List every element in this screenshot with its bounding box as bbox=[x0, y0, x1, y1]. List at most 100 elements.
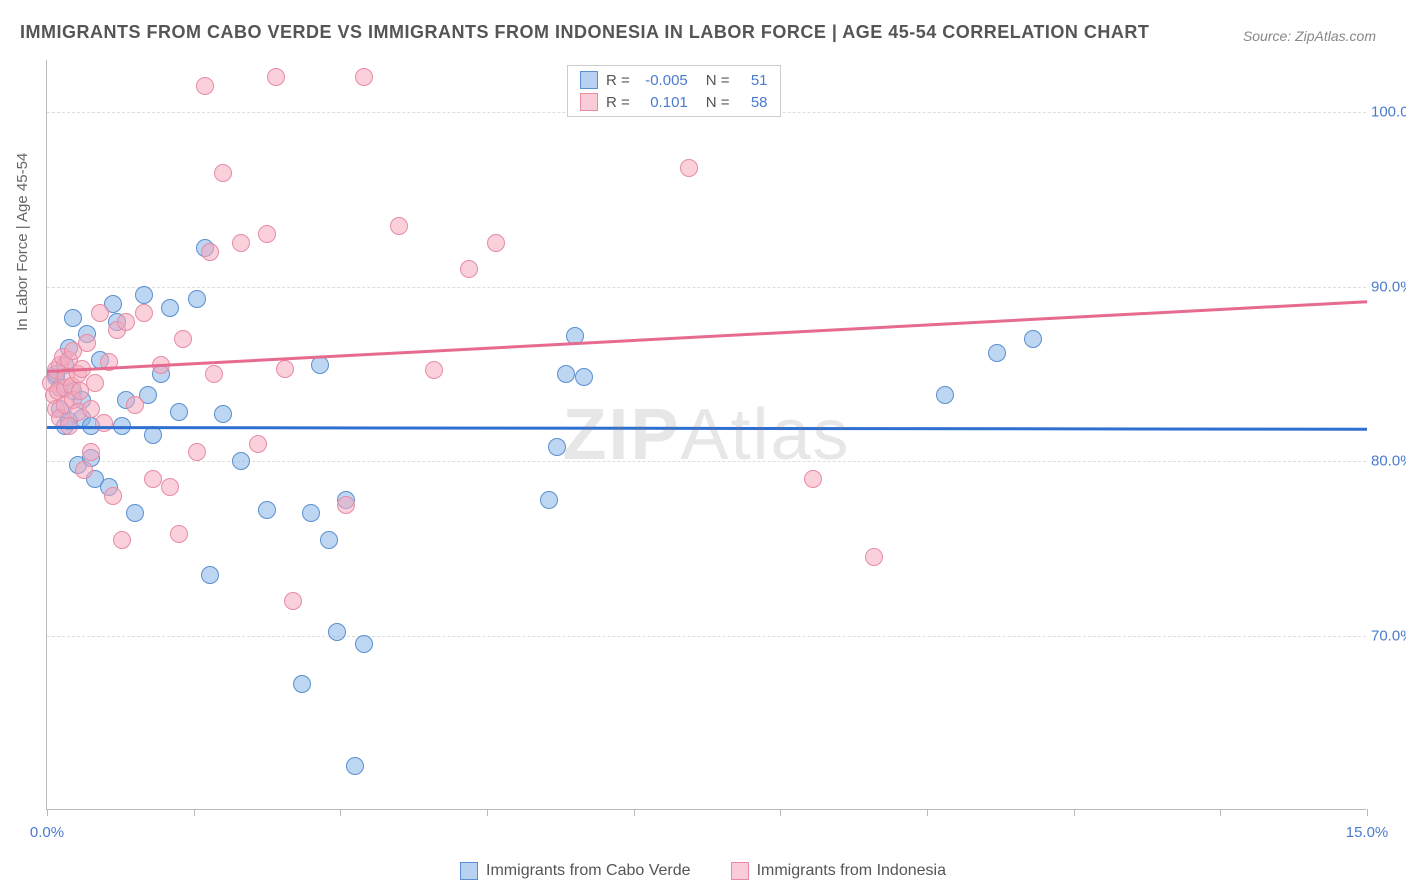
data-point bbox=[355, 635, 373, 653]
r-label: R = bbox=[606, 72, 630, 89]
data-point bbox=[540, 491, 558, 509]
trend-line bbox=[47, 426, 1367, 430]
data-point bbox=[126, 504, 144, 522]
data-point bbox=[328, 623, 346, 641]
x-tick bbox=[634, 809, 635, 816]
plot-area: ZIPAtlas R =-0.005N =51R =0.101N =58 70.… bbox=[46, 60, 1366, 810]
data-point bbox=[113, 531, 131, 549]
data-point bbox=[82, 443, 100, 461]
correlation-legend: R = -0.005 N = 51 R = 0.101 N = 58 bbox=[567, 65, 781, 117]
data-point bbox=[258, 501, 276, 519]
data-point bbox=[170, 525, 188, 543]
data-point bbox=[460, 260, 478, 278]
legend-swatch bbox=[731, 862, 749, 880]
watermark: ZIPAtlas bbox=[562, 394, 850, 476]
r-value: -0.005 bbox=[638, 72, 688, 89]
gridline bbox=[47, 287, 1366, 288]
data-point bbox=[78, 334, 96, 352]
legend-row: R = -0.005 N = 51 bbox=[568, 69, 780, 91]
data-point bbox=[95, 414, 113, 432]
legend-swatch bbox=[460, 862, 478, 880]
x-tick-label: 15.0% bbox=[1346, 824, 1389, 841]
data-point bbox=[302, 504, 320, 522]
x-tick bbox=[927, 809, 928, 816]
y-tick-label: 70.0% bbox=[1371, 627, 1406, 644]
data-point bbox=[232, 234, 250, 252]
x-tick bbox=[340, 809, 341, 816]
data-point bbox=[258, 225, 276, 243]
r-value: 0.101 bbox=[638, 94, 688, 111]
data-point bbox=[205, 365, 223, 383]
gridline bbox=[47, 636, 1366, 637]
data-point bbox=[936, 386, 954, 404]
data-point bbox=[161, 299, 179, 317]
data-point bbox=[390, 217, 408, 235]
trend-line bbox=[47, 301, 1367, 373]
legend-row: R = 0.101 N = 58 bbox=[568, 91, 780, 113]
data-point bbox=[214, 405, 232, 423]
watermark-bold: ZIP bbox=[562, 395, 680, 475]
data-point bbox=[196, 77, 214, 95]
data-point bbox=[804, 470, 822, 488]
data-point bbox=[104, 487, 122, 505]
y-tick-label: 90.0% bbox=[1371, 278, 1406, 295]
data-point bbox=[249, 435, 267, 453]
x-tick bbox=[1074, 809, 1075, 816]
x-tick bbox=[487, 809, 488, 816]
data-point bbox=[311, 356, 329, 374]
data-point bbox=[346, 757, 364, 775]
data-point bbox=[161, 478, 179, 496]
data-point bbox=[126, 396, 144, 414]
watermark-light: Atlas bbox=[680, 395, 850, 475]
n-value: 51 bbox=[738, 72, 768, 89]
data-point bbox=[548, 438, 566, 456]
y-axis-label: In Labor Force | Age 45-54 bbox=[14, 153, 31, 331]
data-point bbox=[201, 566, 219, 584]
source-attribution: Source: ZipAtlas.com bbox=[1243, 28, 1376, 44]
n-label: N = bbox=[706, 94, 730, 111]
data-point bbox=[75, 461, 93, 479]
data-point bbox=[865, 548, 883, 566]
legend-item: Immigrants from Indonesia bbox=[731, 862, 946, 880]
x-tick bbox=[1367, 809, 1368, 816]
data-point bbox=[170, 403, 188, 421]
x-tick bbox=[780, 809, 781, 816]
data-point bbox=[135, 304, 153, 322]
data-point bbox=[557, 365, 575, 383]
data-point bbox=[135, 286, 153, 304]
x-tick bbox=[1220, 809, 1221, 816]
data-point bbox=[680, 159, 698, 177]
data-point bbox=[320, 531, 338, 549]
data-point bbox=[201, 243, 219, 261]
legend-swatch bbox=[580, 71, 598, 89]
data-point bbox=[355, 68, 373, 86]
x-tick-label: 0.0% bbox=[30, 824, 64, 841]
data-point bbox=[188, 443, 206, 461]
x-tick bbox=[47, 809, 48, 816]
series-legend: Immigrants from Cabo Verde Immigrants fro… bbox=[0, 862, 1406, 880]
data-point bbox=[988, 344, 1006, 362]
data-point bbox=[276, 360, 294, 378]
legend-swatch bbox=[580, 93, 598, 111]
data-point bbox=[144, 470, 162, 488]
data-point bbox=[337, 496, 355, 514]
data-point bbox=[293, 675, 311, 693]
data-point bbox=[232, 452, 250, 470]
data-point bbox=[117, 313, 135, 331]
data-point bbox=[214, 164, 232, 182]
data-point bbox=[91, 304, 109, 322]
legend-label: Immigrants from Indonesia bbox=[757, 862, 946, 880]
data-point bbox=[144, 426, 162, 444]
legend-item: Immigrants from Cabo Verde bbox=[460, 862, 691, 880]
n-label: N = bbox=[706, 72, 730, 89]
y-tick-label: 100.0% bbox=[1371, 104, 1406, 121]
data-point bbox=[425, 361, 443, 379]
chart-container: IMMIGRANTS FROM CABO VERDE VS IMMIGRANTS… bbox=[0, 0, 1406, 892]
data-point bbox=[487, 234, 505, 252]
r-label: R = bbox=[606, 94, 630, 111]
data-point bbox=[575, 368, 593, 386]
data-point bbox=[284, 592, 302, 610]
data-point bbox=[188, 290, 206, 308]
x-tick bbox=[194, 809, 195, 816]
n-value: 58 bbox=[738, 94, 768, 111]
